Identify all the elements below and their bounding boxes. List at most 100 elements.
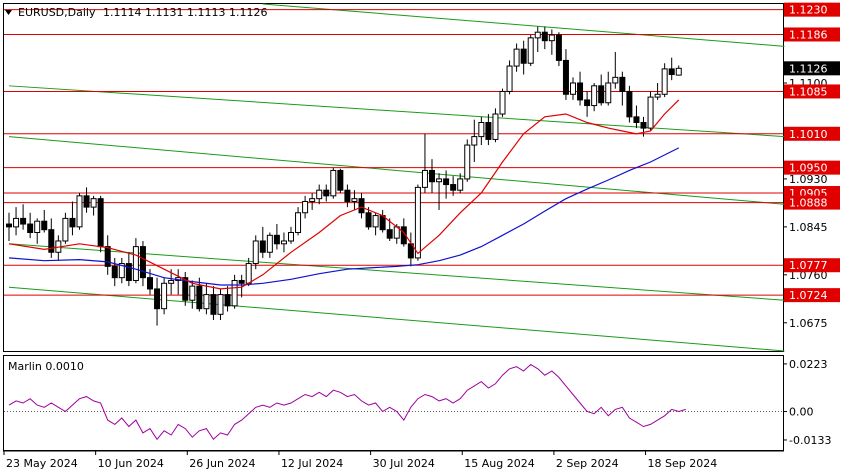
- candle-body: [125, 263, 132, 281]
- level-label-text: 1.0724: [789, 289, 828, 302]
- candle-body: [182, 277, 189, 301]
- candle-body: [577, 82, 584, 101]
- candle-body: [210, 294, 217, 315]
- candle-body: [139, 246, 146, 279]
- candle-body: [273, 234, 280, 245]
- candle-body: [302, 200, 309, 214]
- candle-body: [196, 285, 203, 310]
- candle-body: [562, 59, 569, 95]
- price-axis-area: [784, 0, 841, 475]
- level-label-text: 1.1230: [789, 4, 828, 17]
- candle-body: [668, 68, 675, 76]
- ohlc-header: 1.1114 1.1131 1.1113 1.1126: [103, 6, 267, 19]
- level-label-text: 1.1085: [789, 85, 828, 98]
- candle-body: [492, 113, 499, 140]
- time-tick-label: 2 Sep 2024: [556, 457, 619, 470]
- candle-body: [513, 48, 520, 67]
- indicator-tick-label: 0.0223: [789, 358, 828, 371]
- price-pane: [3, 3, 784, 352]
- marlin-oscillator: [4, 363, 783, 441]
- candle-body: [499, 90, 506, 115]
- candle-body: [365, 212, 372, 228]
- level-label-text: 1.0777: [789, 259, 828, 272]
- candle-body: [104, 246, 111, 267]
- time-tick-label: 10 Jun 2024: [98, 457, 164, 470]
- moving-averages: [8, 99, 680, 290]
- candle-body: [48, 229, 55, 253]
- candle-body: [41, 220, 48, 231]
- candle-body: [598, 85, 605, 104]
- time-tick-label: 15 Aug 2024: [464, 457, 534, 470]
- candle-body: [351, 198, 358, 202]
- candle-body: [443, 178, 450, 186]
- candle-body: [189, 285, 196, 301]
- candle-body: [485, 121, 492, 140]
- candle-body: [654, 93, 661, 98]
- candle-body: [605, 82, 612, 104]
- candle-body: [570, 82, 576, 95]
- candle-body: [534, 31, 541, 39]
- level-label-text: 1.1010: [789, 128, 828, 141]
- candle-body: [527, 37, 534, 64]
- candle-body: [429, 169, 435, 183]
- candle-body: [647, 96, 654, 129]
- candle-body: [464, 144, 471, 180]
- candle-body: [90, 198, 97, 208]
- candle-body: [316, 189, 323, 200]
- indicator-pane: [3, 355, 784, 451]
- candle-body: [20, 217, 27, 225]
- candle-body: [154, 288, 161, 310]
- level-label-box: [784, 160, 840, 175]
- candle-body: [471, 136, 478, 146]
- candle-body: [520, 48, 527, 64]
- level-label-box: [784, 2, 840, 17]
- candle-body: [626, 90, 633, 118]
- candle-body: [344, 189, 351, 202]
- current-price-marker: 1.1126: [784, 61, 840, 76]
- indicator-axis-ticks: 0.0223 0.00 -0.0133: [783, 358, 831, 447]
- candle-body: [372, 215, 379, 228]
- price-tick-label: 1.0845: [789, 221, 828, 234]
- candle-body: [118, 263, 125, 279]
- candle-body: [633, 116, 640, 123]
- candle-body: [161, 282, 168, 310]
- level-label-text: 1.1186: [789, 28, 828, 41]
- candle-body: [27, 223, 34, 234]
- candle-body: [259, 240, 266, 253]
- chart-header: EURUSD,Daily 1.1114 1.1131 1.1113 1.1126: [5, 6, 267, 19]
- time-tick-label: 18 Sep 2024: [648, 457, 718, 470]
- candle-body: [69, 217, 76, 228]
- candle-body: [238, 279, 245, 284]
- dropdown-triangle-icon[interactable]: [5, 10, 12, 15]
- candle-body: [675, 67, 682, 76]
- channel-line: [8, 85, 785, 138]
- candle-body: [555, 34, 562, 61]
- candle-body: [62, 217, 69, 242]
- time-tick-label: 23 May 2024: [6, 457, 78, 470]
- time-tick-label: 12 Jul 2024: [281, 457, 343, 470]
- indicator-tick-label: 0.00: [789, 406, 814, 419]
- indicator-title: Marlin 0.0010: [8, 360, 84, 373]
- candle-body: [280, 240, 287, 245]
- horizontal-levels: [4, 9, 783, 296]
- candle-body: [132, 246, 139, 281]
- time-tick-label: 26 Jun 2024: [189, 457, 255, 470]
- candle-body: [612, 76, 619, 84]
- candle-body: [386, 229, 393, 239]
- symbol-header: EURUSD,Daily: [18, 6, 96, 19]
- level-label-box: [784, 195, 840, 210]
- candle-body: [309, 198, 316, 202]
- candle-body: [224, 294, 231, 307]
- channel-line: [262, 3, 785, 47]
- candle-body: [584, 99, 591, 107]
- candle-body: [421, 169, 428, 188]
- candle-body: [34, 220, 41, 234]
- oscillator-line: [8, 363, 686, 441]
- candle-body: [97, 198, 104, 248]
- candle-body: [330, 169, 337, 197]
- current-price-box: [784, 61, 840, 76]
- channel-line: [8, 286, 785, 352]
- candle-body: [245, 263, 252, 284]
